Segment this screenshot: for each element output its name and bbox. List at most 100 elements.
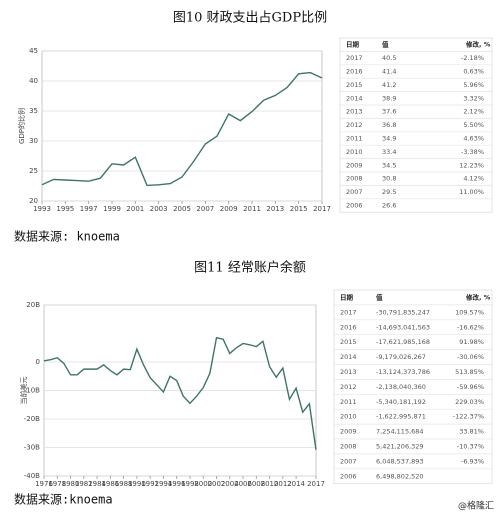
table-header: 修改, %: [465, 40, 491, 49]
table-cell: 5.50%: [463, 121, 484, 129]
table-cell: 229.03%: [455, 398, 484, 406]
table-cell: 2017: [340, 308, 357, 316]
x-tick-label: 2003: [150, 205, 168, 213]
y-tick-label: -20B: [24, 415, 40, 423]
line: [41, 71, 323, 187]
x-tick-label: 2011: [243, 205, 261, 213]
table-cell: 2009: [340, 428, 357, 436]
table-cell: 34.9: [382, 135, 396, 143]
y-axis-label: 当前美元: [19, 377, 28, 405]
table-cell: -2,138,040,360: [376, 383, 426, 391]
table-cell: 2009: [346, 161, 363, 169]
table-cell: -13,124,373,786: [376, 368, 430, 376]
x-tick-label: 2012: [274, 480, 292, 488]
x-tick-label: 2004: [221, 480, 239, 488]
table-cell: -30,791,835,247: [376, 308, 430, 316]
table-cell: 2012: [346, 121, 363, 129]
x-tick-label: 1976: [35, 480, 53, 488]
x-tick-label: 1984: [88, 480, 106, 488]
table-cell: 2016: [346, 68, 363, 76]
x-tick-label: 1982: [75, 480, 93, 488]
table-cell: 2010: [346, 148, 363, 156]
table-cell: 12.23%: [459, 161, 484, 169]
x-tick-label: 2000: [194, 480, 212, 488]
table-cell: 2015: [346, 81, 363, 89]
table-cell: -122.37%: [453, 413, 484, 421]
table-cell: 2006: [340, 472, 357, 480]
x-tick-label: 2002: [208, 480, 226, 488]
table-cell: 30.8: [382, 175, 396, 183]
x-tick-label: 1992: [141, 480, 159, 488]
table-cell: -2.18%: [461, 54, 484, 62]
table-frame: [339, 37, 493, 213]
x-tick-label: 1978: [48, 480, 66, 488]
table-cell: 41.2: [382, 81, 396, 89]
table-cell: 91.98%: [459, 338, 484, 346]
x-tick-label: 1994: [155, 480, 173, 488]
table-cell: -14,693,041,563: [376, 323, 430, 331]
y-tick-label: 30: [29, 137, 38, 145]
table-cell: 38.9: [382, 94, 396, 102]
table-cell: 40.5: [382, 54, 396, 62]
table-cell: 2014: [340, 353, 357, 361]
table-cell: -1,622,995,871: [376, 413, 426, 421]
y-tick-label: -10B: [24, 387, 40, 395]
x-tick-label: 2008: [247, 480, 265, 488]
x-tick-label: 2015: [290, 205, 308, 213]
line: [43, 336, 317, 450]
table-cell: 2011: [340, 398, 357, 406]
table-cell: 2.12%: [463, 108, 484, 116]
table-cell: -30.06%: [457, 353, 484, 361]
table-cell: 6,498,802,520: [376, 472, 424, 480]
table-cell: 2012: [340, 383, 357, 391]
table-header: 值: [382, 40, 389, 49]
plot-frame: [41, 50, 323, 202]
x-tick-label: 1998: [181, 480, 199, 488]
table-cell: -10.37%: [457, 442, 484, 450]
source: 数据来源:knoema: [14, 492, 113, 507]
table-cell: 2007: [340, 457, 357, 465]
x-tick-label: 2006: [234, 480, 252, 488]
table-cell: 26.6: [382, 202, 396, 210]
table-cell: 7,254,115,684: [376, 428, 424, 436]
table-cell: 2006: [346, 202, 363, 210]
table-cell: 4.63%: [463, 135, 484, 143]
chart-title: 图10 财政支出占GDP比例: [173, 11, 327, 26]
y-tick-label: 45: [29, 47, 38, 55]
x-tick-label: 2009: [220, 205, 238, 213]
y-tick-label: -40B: [24, 472, 40, 480]
table-cell: 2016: [340, 323, 357, 331]
table-cell: -16.62%: [457, 323, 484, 331]
source: 数据来源: knoema: [14, 229, 120, 244]
table-header: 日期: [340, 292, 354, 301]
table-cell: 2007: [346, 188, 363, 196]
y-tick-label: -30B: [24, 444, 40, 452]
table-cell: 33.81%: [459, 428, 484, 436]
x-tick-label: 1996: [168, 480, 186, 488]
table-cell: 2008: [340, 442, 357, 450]
table-header: 修改, %: [465, 292, 491, 301]
table-cell: 2008: [346, 175, 363, 183]
x-tick-label: 2010: [261, 480, 279, 488]
table-cell: 2011: [346, 135, 363, 143]
table-cell: -5,340,181,192: [376, 398, 426, 406]
x-tick-label: 2017: [307, 480, 325, 488]
table-cell: 3.32%: [463, 94, 484, 102]
chart-title: 图11 经常账户余额: [194, 260, 306, 276]
x-tick-label: 1997: [80, 205, 98, 213]
table-cell: 2013: [340, 368, 357, 376]
y-tick-label: 35: [29, 107, 38, 115]
table-cell: 2013: [346, 108, 363, 116]
table-cell: 2010: [340, 413, 357, 421]
x-tick-label: 1986: [101, 480, 119, 488]
table-cell: 34.5: [382, 161, 396, 169]
y-axis-label: GDP的比例: [17, 108, 26, 144]
x-tick-label: 2013: [266, 205, 284, 213]
x-tick-label: 1980: [62, 480, 80, 488]
table-cell: 2017: [346, 54, 363, 62]
y-tick-label: 40: [29, 77, 38, 85]
x-tick-label: 2001: [126, 205, 144, 213]
x-tick-label: 1999: [103, 205, 121, 213]
x-tick-label: 1988: [115, 480, 133, 488]
table-header: 日期: [346, 40, 360, 49]
